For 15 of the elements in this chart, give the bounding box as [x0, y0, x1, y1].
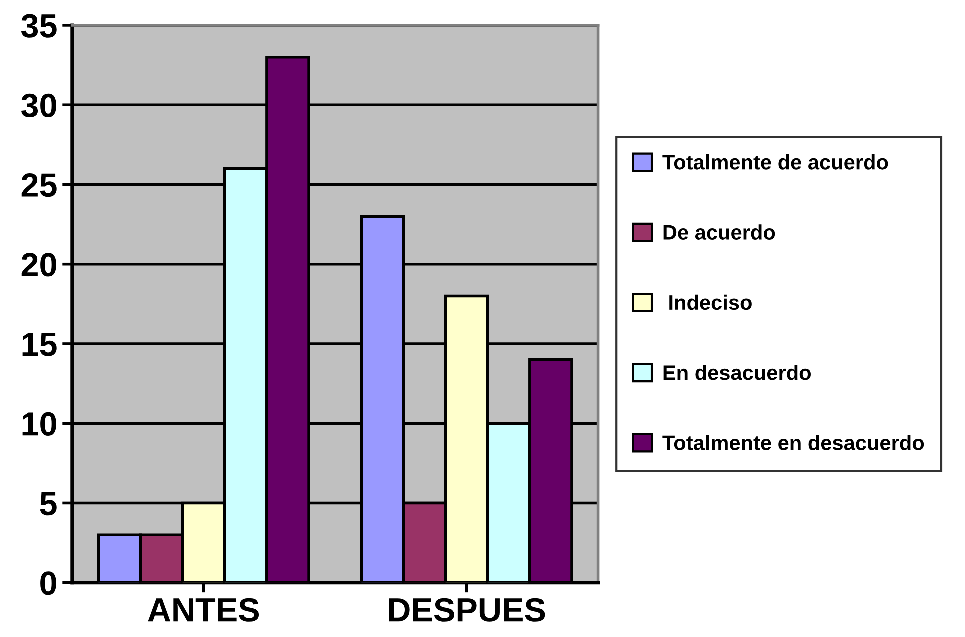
y-tick-label: 5 [40, 492, 57, 516]
legend-label: De acuerdo [664, 224, 776, 240]
y-tick-label: 25 [22, 174, 57, 198]
y-tick-label: 30 [21, 94, 56, 118]
x-tick-label: DESPUES [389, 598, 546, 622]
legend-label: Totalmente en desacuerdo [662, 435, 924, 450]
y-tick-label: 35 [21, 14, 57, 38]
x-tick-label: ANTES [148, 598, 260, 622]
legend-label: Indeciso [670, 294, 752, 310]
y-tick-label: 10 [22, 412, 56, 436]
y-tick-label: 15 [22, 333, 57, 356]
legend-label: Totalmente de acuerdo [662, 154, 888, 170]
legend-label: En desacuerdo [664, 364, 811, 380]
y-tick-label: 0 [40, 572, 56, 596]
y-tick-label: 20 [22, 253, 56, 277]
